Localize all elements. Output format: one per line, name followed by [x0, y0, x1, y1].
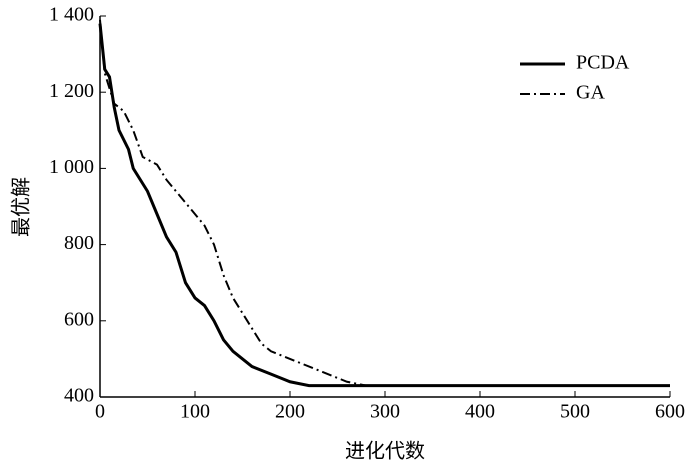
y-tick-label: 1 200	[49, 80, 94, 102]
x-tick-label: 400	[465, 401, 495, 423]
y-tick-label: 800	[64, 232, 94, 254]
x-tick-label: 300	[370, 401, 400, 423]
y-tick-label: 400	[64, 385, 94, 407]
x-tick-label: 600	[655, 401, 685, 423]
y-tick-label: 1 000	[49, 156, 94, 178]
x-tick-label: 500	[560, 401, 590, 423]
y-tick-label: 1 400	[49, 4, 94, 26]
x-tick-label: 200	[275, 401, 305, 423]
x-axis-label: 进化代数	[345, 439, 425, 463]
y-tick-label: 600	[64, 308, 94, 330]
legend-label: PCDA	[576, 52, 630, 74]
y-axis-label: 最优解	[9, 177, 33, 237]
series-line	[98, 23, 670, 388]
series-line	[99, 19, 670, 387]
x-tick-label: 100	[180, 401, 210, 423]
x-tick-label: 0	[95, 401, 105, 423]
legend-label: GA	[576, 82, 605, 104]
